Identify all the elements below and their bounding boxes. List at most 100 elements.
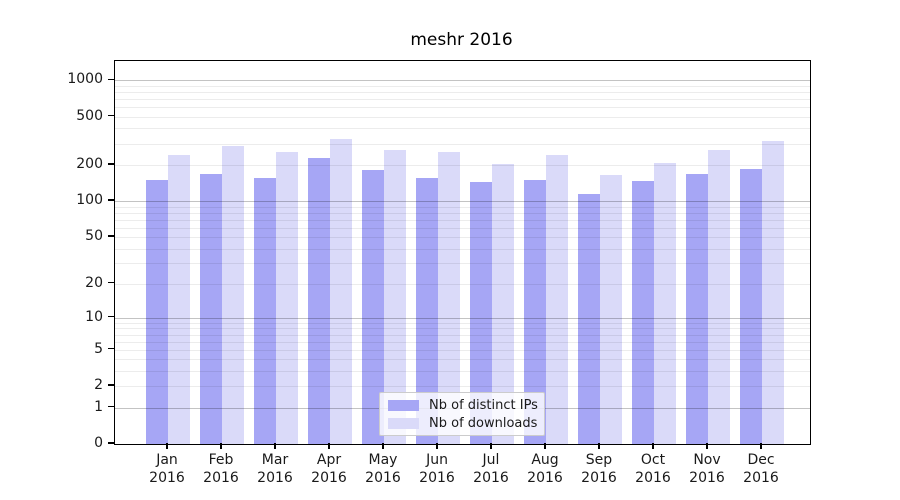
bar-distinct-ips-nov xyxy=(686,174,708,444)
x-tick-label-jan: Jan 2016 xyxy=(149,452,185,486)
x-tick-mar xyxy=(274,443,276,449)
bar-downloads-mar xyxy=(276,152,298,444)
gridline-minor-7 xyxy=(115,334,810,336)
bar-distinct-ips-apr xyxy=(308,157,330,444)
y-tick-100 xyxy=(108,199,114,201)
x-tick-label-apr: Apr 2016 xyxy=(311,452,347,486)
legend: Nb of distinct IPs Nb of downloads xyxy=(379,392,545,436)
gridline-minor-300 xyxy=(115,143,810,145)
x-tick-oct xyxy=(652,443,654,449)
x-tick-nov xyxy=(706,443,708,449)
x-tick-label-oct: Oct 2016 xyxy=(635,452,671,486)
chart-title: meshr 2016 xyxy=(410,30,513,50)
bar-downloads-jun xyxy=(438,152,460,444)
y-tick-label-10: 10 xyxy=(85,308,103,325)
bar-downloads-may xyxy=(384,150,406,444)
x-tick-jun xyxy=(436,443,438,449)
gridline-minor-700 xyxy=(115,99,810,101)
bar-downloads-dec xyxy=(762,141,784,444)
x-tick-jul xyxy=(490,443,492,449)
y-tick-label-0: 0 xyxy=(94,435,103,451)
bar-downloads-apr xyxy=(330,138,352,444)
y-tick-label-500: 500 xyxy=(76,107,103,124)
x-tick-apr xyxy=(328,443,330,449)
gridline-minor-60 xyxy=(115,227,810,229)
y-tick-200 xyxy=(108,163,114,165)
y-tick-1 xyxy=(108,405,114,408)
bar-downloads-nov xyxy=(708,149,730,444)
gridline-minor-2 xyxy=(115,386,810,388)
bar-distinct-ips-jun xyxy=(416,177,438,444)
x-tick-label-may: May 2016 xyxy=(365,452,401,486)
x-tick-label-sep: Sep 2016 xyxy=(581,452,617,486)
gridline-minor-400 xyxy=(115,128,810,130)
y-tick-50 xyxy=(108,235,114,237)
y-tick-label-200: 200 xyxy=(76,155,103,172)
bar-downloads-jul xyxy=(492,164,514,444)
x-tick-label-jul: Jul 2016 xyxy=(473,452,509,486)
gridline-minor-4 xyxy=(115,359,810,361)
x-tick-label-nov: Nov 2016 xyxy=(689,452,725,486)
bar-distinct-ips-jul xyxy=(470,182,492,444)
y-tick-5 xyxy=(108,347,114,350)
y-tick-2 xyxy=(108,384,114,386)
gridline-minor-80 xyxy=(115,212,810,214)
x-tick-feb xyxy=(220,443,222,449)
gridline-minor-40 xyxy=(115,248,810,250)
bar-distinct-ips-aug xyxy=(524,179,546,444)
y-tick-label-100: 100 xyxy=(76,192,103,209)
legend-label-distinct-ips: Nb of distinct IPs xyxy=(429,397,538,413)
bar-downloads-jan xyxy=(168,154,190,444)
gridline-minor-20 xyxy=(115,283,810,285)
gridline-major-100 xyxy=(115,201,810,203)
gridline-minor-500 xyxy=(115,116,810,118)
bar-distinct-ips-dec xyxy=(740,168,762,444)
gridline-minor-3 xyxy=(115,371,810,373)
y-tick-label-2: 2 xyxy=(94,377,103,394)
x-tick-dec xyxy=(760,443,762,449)
bar-distinct-ips-jan xyxy=(146,179,168,444)
gridline-minor-200 xyxy=(115,164,810,166)
bar-distinct-ips-feb xyxy=(200,174,222,444)
gridline-minor-30 xyxy=(115,263,810,265)
bar-downloads-sep xyxy=(600,174,622,444)
bar-downloads-feb xyxy=(222,145,244,444)
y-tick-label-20: 20 xyxy=(85,274,103,291)
bar-distinct-ips-may xyxy=(362,170,384,444)
y-tick-label-50: 50 xyxy=(85,228,103,245)
y-tick-10 xyxy=(108,316,114,318)
bar-distinct-ips-sep xyxy=(578,194,600,444)
legend-item-downloads: Nb of downloads xyxy=(388,415,538,431)
legend-swatch-distinct-ips xyxy=(388,399,419,411)
x-tick-label-dec: Dec 2016 xyxy=(743,452,779,486)
gridline-minor-90 xyxy=(115,206,810,208)
bar-downloads-oct xyxy=(654,163,676,444)
y-tick-500 xyxy=(108,115,114,117)
gridline-minor-70 xyxy=(115,219,810,221)
bar-distinct-ips-oct xyxy=(632,180,654,444)
gridline-minor-5 xyxy=(115,349,810,351)
gridline-major-1000 xyxy=(115,80,810,82)
y-tick-label-1000: 1000 xyxy=(67,71,103,88)
x-tick-may xyxy=(382,443,384,449)
gridline-minor-50 xyxy=(115,237,810,239)
gridline-major-10 xyxy=(115,317,810,319)
y-tick-0 xyxy=(108,442,114,444)
bar-downloads-aug xyxy=(546,155,568,444)
gridline-minor-600 xyxy=(115,107,810,109)
legend-label-downloads: Nb of downloads xyxy=(429,415,538,431)
y-tick-label-1: 1 xyxy=(94,398,103,415)
plot-area xyxy=(114,60,811,445)
gridline-minor-6 xyxy=(115,341,810,343)
legend-item-distinct-ips: Nb of distinct IPs xyxy=(388,397,538,413)
x-tick-label-feb: Feb 2016 xyxy=(203,452,239,486)
gridline-minor-8 xyxy=(115,328,810,330)
y-tick-label-5: 5 xyxy=(94,340,103,357)
x-tick-sep xyxy=(598,443,600,449)
y-tick-1000 xyxy=(108,78,114,81)
bar-distinct-ips-mar xyxy=(254,177,276,444)
legend-swatch-downloads xyxy=(388,417,419,429)
gridline-minor-900 xyxy=(115,85,810,87)
x-tick-label-aug: Aug 2016 xyxy=(527,452,563,486)
